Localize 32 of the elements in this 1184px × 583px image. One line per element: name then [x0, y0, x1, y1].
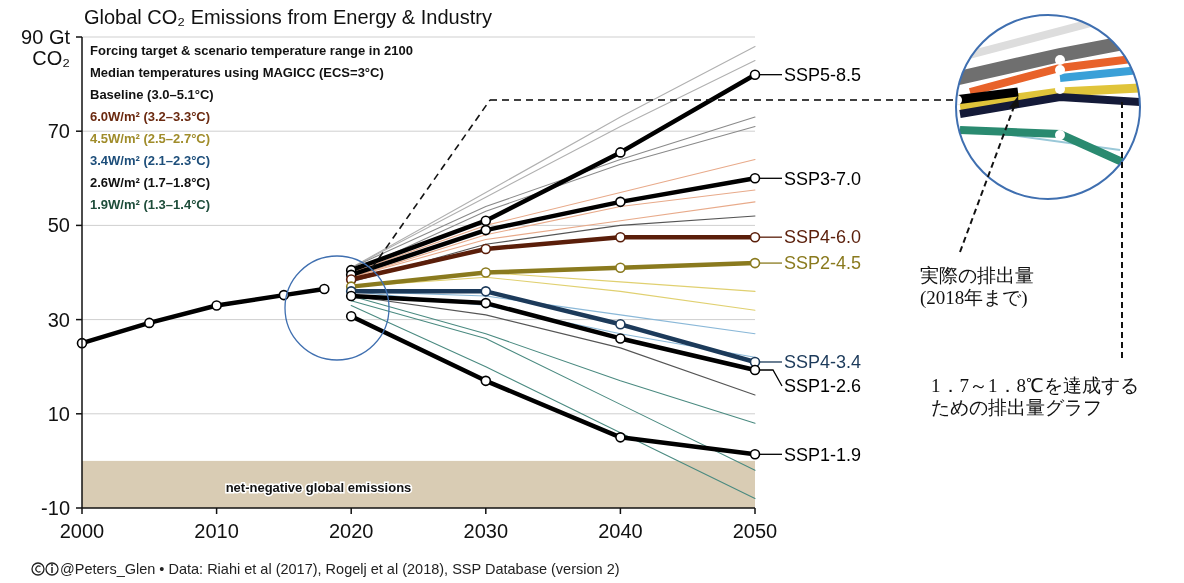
- annotation: 6.0W/m² (3.2–3.3°C): [90, 109, 211, 124]
- annotation: 2.6W/m² (1.7–1.8°C): [90, 175, 211, 190]
- text: 1．7～1．8℃を達成するための排出量グラフ: [931, 375, 1139, 418]
- band-label: net-negative global emissions: [225, 480, 412, 496]
- legend-label: SSP5-8.5: [784, 64, 862, 85]
- y-tick-label: 90 Gt CO₂: [21, 26, 71, 69]
- x-tick-label: 2010: [194, 520, 239, 542]
- legend-label: SSP4-6.0: [784, 227, 862, 248]
- chart-title: Global CO₂ Emissions from Energy & Industry: [84, 6, 492, 28]
- x-tick-label: 2040: [598, 520, 643, 542]
- annotation: Baseline (3.0–5.1°C): [90, 87, 214, 102]
- x-tick-label: 2030: [463, 520, 509, 542]
- legend-label: SSP3-7.0: [784, 168, 862, 189]
- text: @Peters_Glen • Data: Riahi et al (2017), Rogelj et al (2018), SSP Database (version 2): [60, 561, 620, 577]
- y-tick-label: 50: [47, 214, 70, 237]
- y-tick-label: 70: [47, 120, 70, 143]
- y-tick-label: 10: [47, 402, 70, 425]
- legend-label: SSP1-2.6: [784, 376, 862, 397]
- annotation: 4.5W/m² (2.5–2.7°C): [90, 131, 211, 146]
- x-tick-label: 2000: [59, 520, 105, 542]
- x-tick-label: 2050: [732, 520, 778, 542]
- y-tick-label: -10: [41, 497, 70, 519]
- annotation: 1.9W/m² (1.3–1.4°C): [90, 197, 211, 212]
- text: 実際の排出量 (2018年まで): [920, 265, 1034, 309]
- y-tick-label: 30: [47, 308, 70, 331]
- legend-title: Forcing target & scenario temperature range in 2100: [90, 43, 413, 58]
- annotation: 3.4W/m² (2.1–2.3°C): [90, 153, 211, 168]
- legend-label: SSP1-1.9: [784, 444, 862, 465]
- text: Median temperatures using MAGICC (ECS=3°C): [90, 65, 384, 80]
- legend-label: SSP4-3.4: [784, 352, 862, 373]
- x-tick-label: 2020: [328, 520, 374, 542]
- legend-label: SSP2-4.5: [784, 253, 862, 274]
